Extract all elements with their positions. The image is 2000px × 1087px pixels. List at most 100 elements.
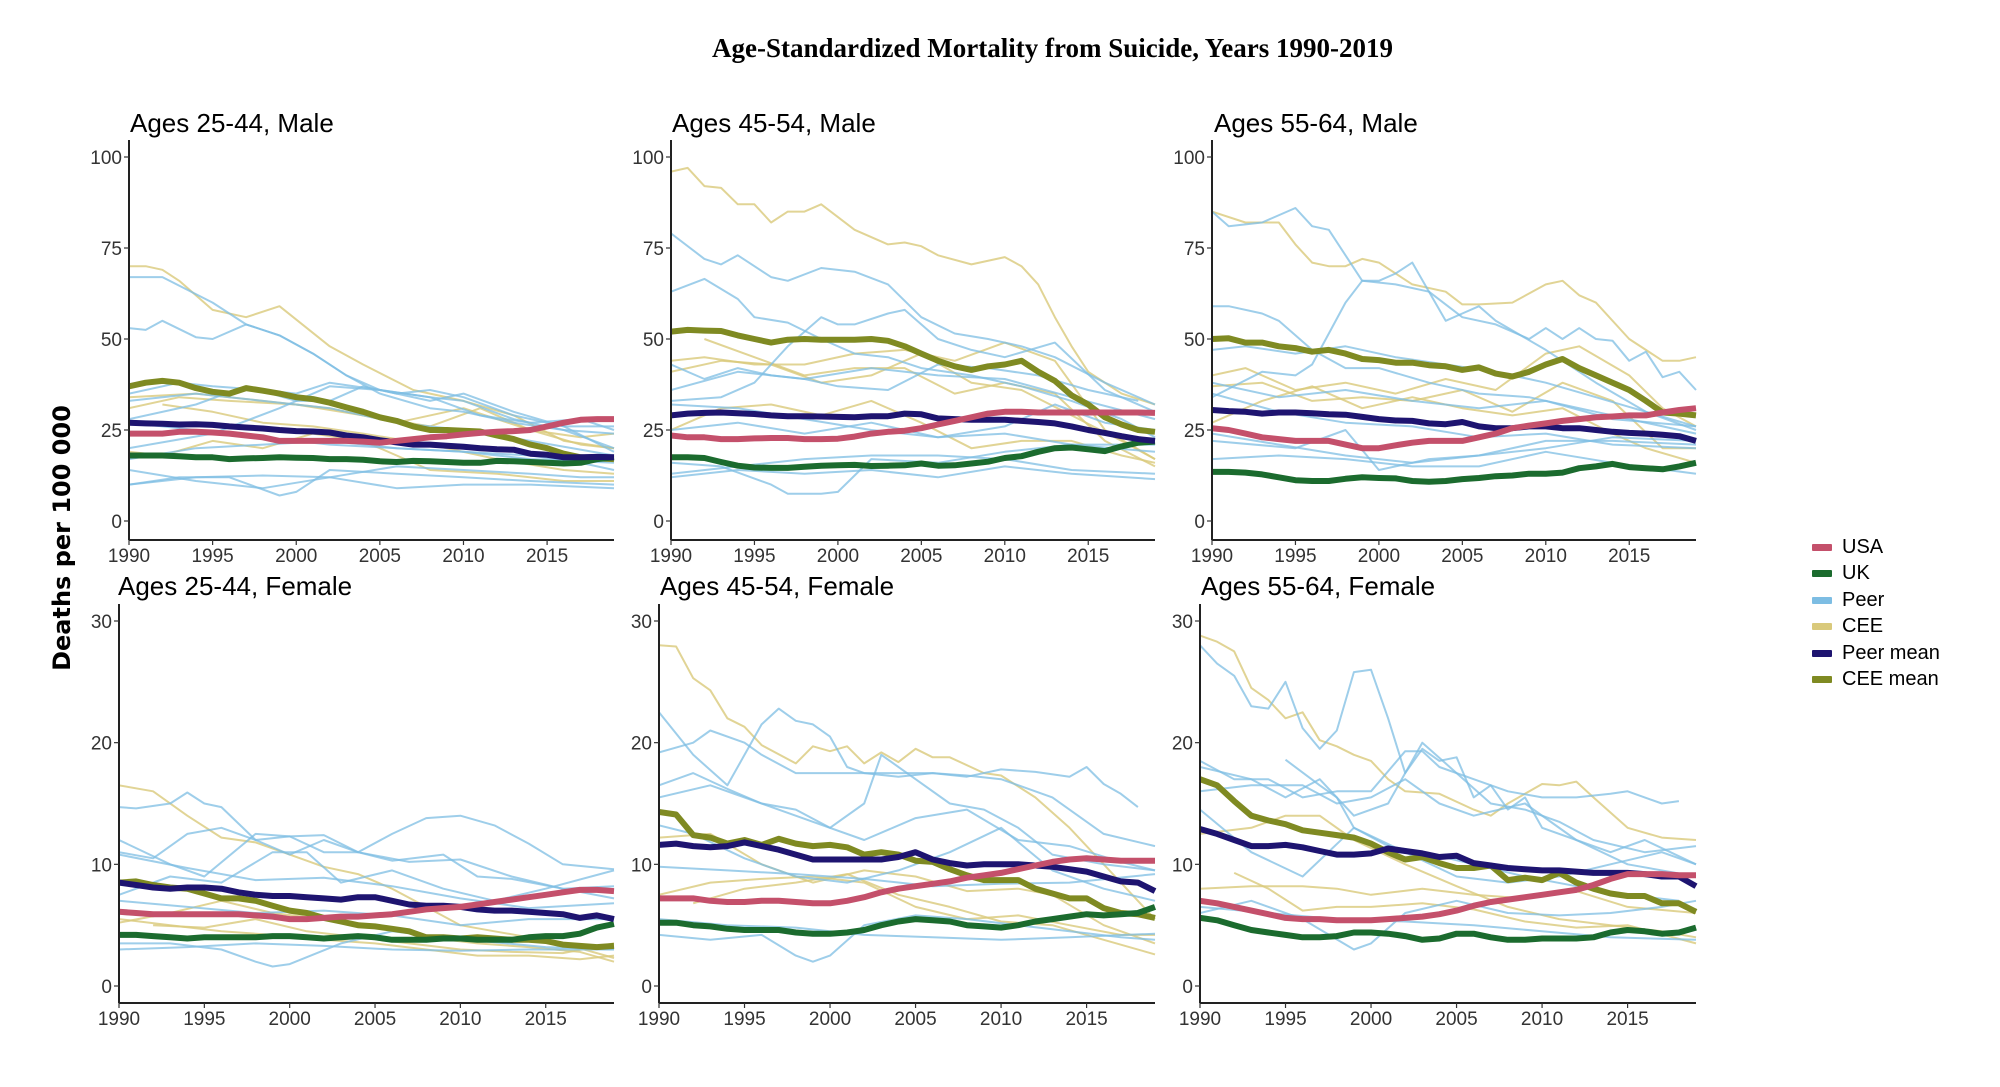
peer-country-line	[659, 824, 1156, 902]
x-tick-label: 1990	[108, 546, 150, 567]
x-tick-label: 2010	[1521, 1009, 1563, 1030]
peer-country-line	[659, 707, 1139, 808]
panel-2: Ages 45-54, Male 0 25 50 75 100 1990 1995 2000 20…	[632, 108, 1156, 567]
legend-key-swatch	[1812, 649, 1832, 657]
y-tick-label: 100	[632, 148, 664, 169]
usa-line	[671, 408, 1156, 443]
peer-country-line	[119, 942, 614, 952]
legend: USA UK Peer CEE Peer mean CEE mean	[1812, 534, 1940, 693]
x-tick-label: 2010	[442, 546, 484, 567]
cee-country-line	[119, 784, 615, 959]
cee-mean-line	[129, 377, 615, 463]
panel-title: Ages 55-64, Male	[1214, 108, 1418, 138]
legend-item-uk: UK	[1812, 561, 1940, 588]
y-tick-label: 100	[90, 148, 122, 169]
usa-line	[119, 886, 615, 923]
y-tick-label: 75	[101, 239, 122, 260]
peer-country-line	[1212, 207, 1697, 391]
plot-area	[1200, 634, 1698, 951]
panel-1: Ages 25-44, Male 0 25 50 75 100 1990 1995 2000 20…	[90, 108, 615, 567]
x-tick-label: 2005	[359, 546, 401, 567]
peer-country-line	[129, 385, 615, 450]
x-tick-label: 2000	[1350, 1009, 1392, 1030]
y-tick-label: 20	[631, 734, 652, 755]
peer-country-line	[119, 930, 615, 968]
peer-country-line	[659, 914, 1156, 963]
peer-country-line	[129, 465, 614, 490]
legend-item-cee-mean: CEE mean	[1812, 667, 1940, 694]
x-tick-label: 1995	[183, 1009, 225, 1030]
y-tick-label: 0	[1182, 977, 1193, 998]
y-tick-label: 30	[91, 612, 112, 633]
legend-key-swatch	[1812, 623, 1832, 631]
y-tick-label: 20	[1172, 734, 1193, 755]
peer-mean-line	[119, 879, 615, 923]
legend-label: USA	[1842, 535, 1884, 558]
legend-label: UK	[1842, 562, 1870, 585]
peer-country-line	[129, 381, 615, 453]
y-tick-label: 25	[643, 421, 664, 442]
legend-label: Peer mean	[1842, 641, 1940, 664]
peer-country-line	[671, 443, 1156, 495]
peer-country-line	[1212, 432, 1697, 464]
peer-country-line	[1200, 778, 1697, 878]
peer-country-line	[659, 918, 1156, 941]
peer-country-line	[671, 277, 1156, 439]
y-tick-label: 0	[653, 512, 664, 533]
peer-country-line	[119, 832, 615, 890]
uk-line	[129, 452, 615, 467]
x-tick-label: 1990	[1179, 1009, 1221, 1030]
cee-country-line	[659, 875, 1155, 936]
cee-country-line	[671, 166, 1156, 406]
uk-line	[671, 438, 1156, 471]
uk-line	[1212, 459, 1697, 485]
cee-country-line	[162, 403, 615, 475]
legend-key-swatch	[1812, 596, 1832, 604]
x-tick-label: 1990	[650, 546, 692, 567]
plot-area	[129, 265, 615, 497]
cee-mean-line	[671, 326, 1156, 435]
peer-country-line	[119, 899, 614, 927]
x-tick-label: 2000	[1358, 546, 1400, 567]
cee-mean-line	[1200, 776, 1698, 915]
x-tick-label: 1995	[1274, 546, 1316, 567]
x-tick-label: 2005	[1441, 546, 1483, 567]
legend-item-cee: CEE	[1812, 614, 1940, 641]
legend-label: CEE	[1842, 615, 1884, 638]
legend-key-swatch	[1812, 543, 1832, 551]
usa-line	[129, 416, 614, 446]
x-tick-label: 2015	[1067, 546, 1109, 567]
peer-mean-line	[671, 409, 1156, 444]
usa-line	[659, 855, 1155, 907]
cee-mean-line	[1212, 335, 1697, 419]
peer-country-line	[671, 308, 1156, 413]
x-tick-label: 1990	[638, 1009, 680, 1030]
y-tick-label: 50	[643, 330, 664, 351]
cee-country-line	[659, 832, 1156, 945]
legend-item-usa: USA	[1812, 534, 1940, 561]
x-tick-label: 1995	[733, 546, 775, 567]
peer-mean-line	[659, 839, 1157, 894]
peer-mean-line	[129, 419, 615, 461]
peer-country-line	[119, 791, 615, 871]
x-tick-label: 2015	[1608, 546, 1650, 567]
y-tick-label: 10	[631, 855, 652, 876]
panel-5: Ages 45-54, Female 0 10 20 30 1990 1995 2000 200…	[631, 571, 1157, 1030]
peer-country-line	[1200, 750, 1680, 805]
cee-country-line	[1200, 814, 1697, 939]
peer-country-line	[1200, 741, 1697, 854]
peer-country-line	[671, 465, 1156, 481]
panel-title: Ages 55-64, Female	[1201, 571, 1435, 601]
x-tick-label: 2005	[354, 1009, 396, 1030]
y-tick-label: 0	[1194, 512, 1205, 533]
peer-country-line	[659, 865, 1156, 888]
chart-title: Age-Standardized Mortality from Suicide,…	[712, 33, 1393, 63]
x-tick-label: 2005	[1435, 1009, 1477, 1030]
x-tick-label: 1995	[191, 546, 233, 567]
peer-country-line	[1212, 305, 1697, 435]
y-tick-label: 25	[101, 421, 122, 442]
panel-6: Ages 55-64, Female 0 10 20 30 1990 1995 2000 200…	[1172, 571, 1698, 1030]
x-tick-label: 2000	[809, 1009, 851, 1030]
peer-mean-line	[1200, 826, 1698, 889]
